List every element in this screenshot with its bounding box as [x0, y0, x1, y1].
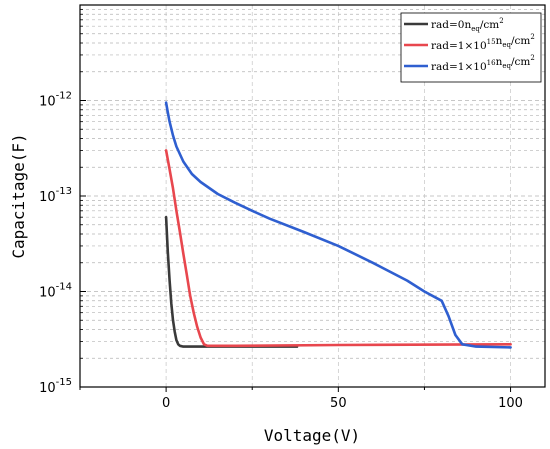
series-lines: [164, 101, 512, 349]
legend-entry-2: rad=1×1016neq/cm2: [431, 54, 535, 73]
series-line-0: [164, 215, 299, 348]
ticks: [79, 8, 512, 392]
legend-entry-1: rad=1×1015neq/cm2: [431, 33, 535, 52]
y-tick-label: 10-13: [39, 186, 72, 205]
y-tick-label: 10-15: [39, 377, 72, 396]
x-tick-label: 0: [162, 396, 170, 411]
x-tick-label: 100: [498, 396, 523, 411]
y-tick-label: 10-12: [39, 91, 72, 110]
y-tick-label: 10-14: [39, 282, 72, 301]
series-line-1: [164, 149, 512, 348]
x-axis-title: Voltage(V): [264, 426, 360, 445]
x-tick-label: 50: [330, 396, 347, 411]
tick-labels: 0 50 100 10-15 10-14 10-13 10-12: [39, 91, 523, 412]
series-line-2: [164, 101, 512, 349]
y-axis-title: Capacitage(F): [9, 133, 28, 258]
legend-entry-0: rad=0neq/cm2: [431, 17, 504, 33]
